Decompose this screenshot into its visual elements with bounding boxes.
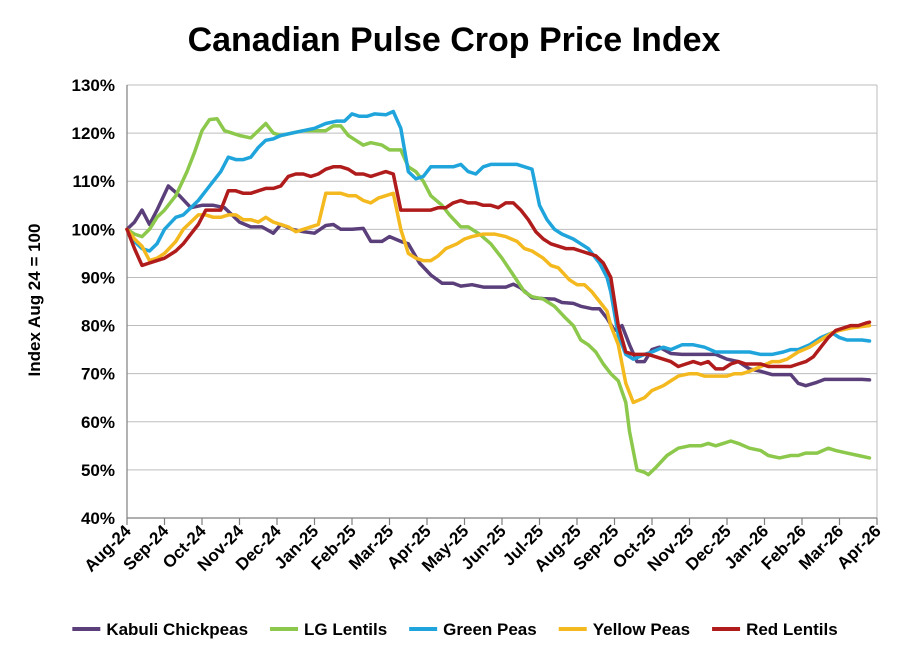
y-tick-label: 80% — [81, 317, 115, 336]
legend-item-kabuli-chickpeas: Kabuli Chickpeas — [72, 620, 248, 639]
chart-title: Canadian Pulse Crop Price Index — [188, 21, 721, 59]
legend-label: Kabuli Chickpeas — [106, 620, 248, 639]
series-line-green-peas — [125, 109, 872, 361]
y-tick-label: 60% — [81, 413, 115, 432]
y-tick-label: 120% — [72, 124, 115, 143]
legend-item-yellow-peas: Yellow Peas — [558, 620, 690, 639]
legend: Kabuli Chickpeas LG Lentils Green Peas Yell… — [72, 620, 838, 639]
legend-item-lg-lentils: LG Lentils — [270, 620, 387, 639]
y-tick-label: 110% — [72, 172, 115, 191]
gridlines — [127, 84, 878, 519]
y-tick-label: 100% — [72, 220, 115, 239]
y-tick-label: 40% — [81, 509, 115, 528]
legend-label: Yellow Peas — [593, 620, 690, 639]
y-tick-label: 130% — [72, 76, 115, 95]
legend-item-green-peas: Green Peas — [409, 620, 537, 639]
y-tick-label: 70% — [81, 365, 115, 384]
series-lines — [125, 109, 872, 477]
y-tick-label: 50% — [81, 461, 115, 480]
legend-item-red-lentils: Red Lentils — [712, 620, 838, 639]
y-axis-label: Index Aug 24 = 100 — [25, 224, 44, 377]
legend-label: Green Peas — [443, 620, 537, 639]
legend-label: Red Lentils — [746, 620, 838, 639]
series-line-lg-lentils — [125, 116, 872, 477]
axes — [126, 85, 878, 525]
series-line-red-lentils — [125, 165, 872, 371]
y-tick-label: 90% — [81, 268, 115, 287]
legend-label: LG Lentils — [304, 620, 387, 639]
series-line-yellow-peas — [125, 191, 872, 405]
